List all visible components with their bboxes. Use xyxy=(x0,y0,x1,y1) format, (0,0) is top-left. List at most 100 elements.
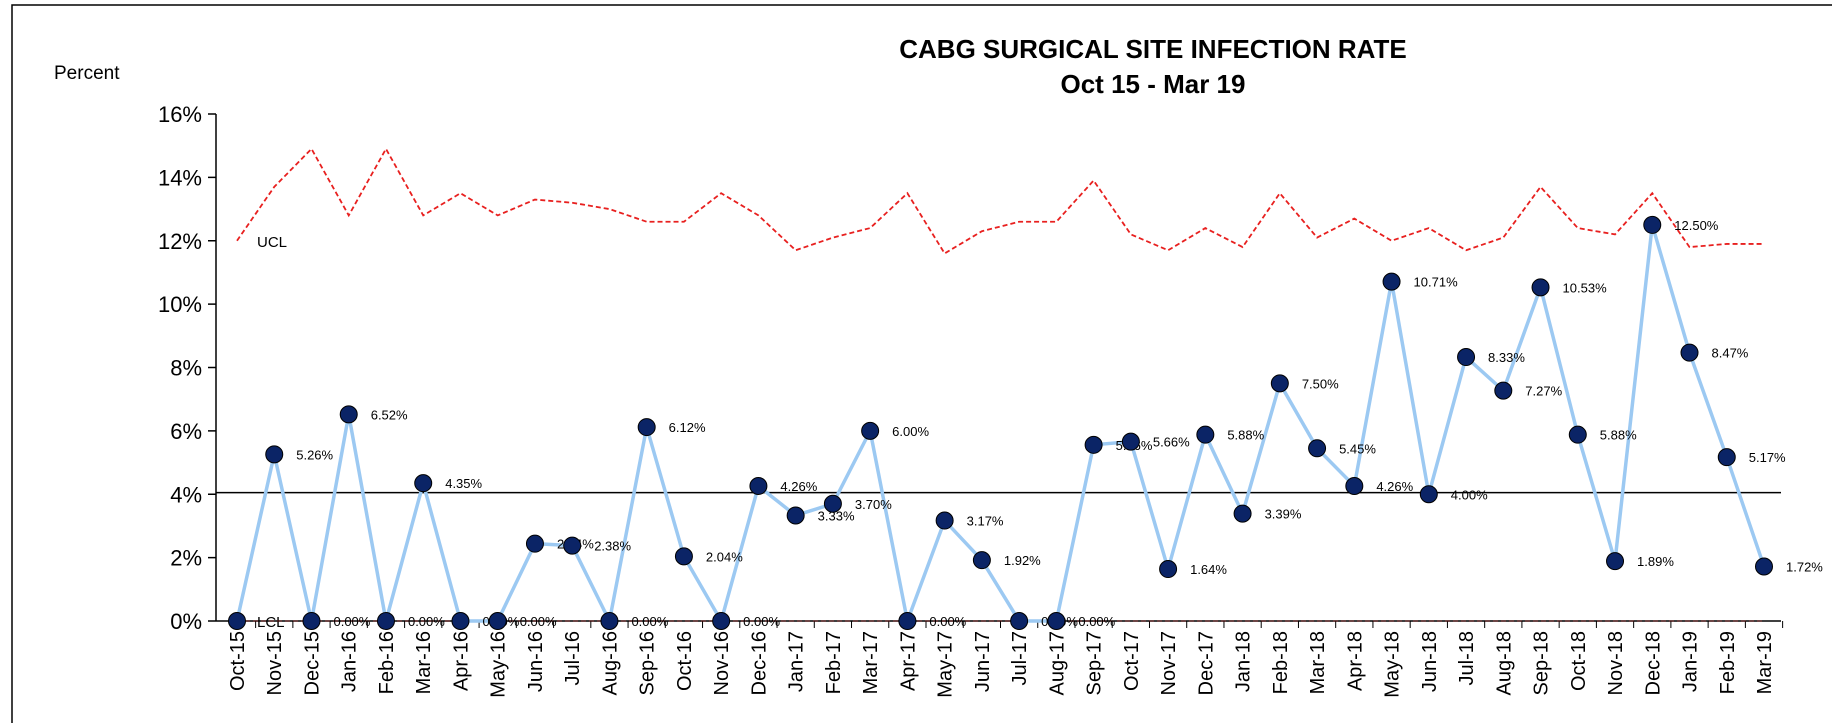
x-tick-label: Sep-17 xyxy=(1084,631,1106,696)
x-tick-label: Nov-18 xyxy=(1605,631,1627,695)
data-point xyxy=(1606,552,1625,571)
data-point xyxy=(712,612,731,630)
x-tick-label: Jan-16 xyxy=(339,631,361,692)
data-label: 0.00% xyxy=(929,614,966,629)
data-point xyxy=(1345,477,1364,496)
data-label: 4.26% xyxy=(780,479,817,494)
data-label: 5.26% xyxy=(296,447,333,462)
data-point xyxy=(1047,612,1066,630)
data-label: 0.00% xyxy=(743,614,780,629)
x-tick-label: Jan-18 xyxy=(1233,631,1255,692)
data-point xyxy=(1419,485,1438,504)
data-label: 8.33% xyxy=(1488,350,1525,365)
x-tick-label: May-18 xyxy=(1382,631,1404,698)
data-point xyxy=(1755,557,1773,576)
data-label: 3.39% xyxy=(1265,507,1302,522)
x-tick-label: Jan-17 xyxy=(786,631,808,692)
data-label: 1.64% xyxy=(1190,562,1227,577)
x-tick-label: Dec-18 xyxy=(1642,631,1664,695)
x-tick-label: Mar-16 xyxy=(413,631,435,694)
data-point xyxy=(600,612,619,630)
data-point xyxy=(339,405,358,424)
data-label: 4.26% xyxy=(1376,479,1413,494)
x-tick-label: Dec-17 xyxy=(1195,631,1217,695)
chart-subtitle: Oct 15 - Mar 19 xyxy=(1061,69,1246,99)
data-label: 5.88% xyxy=(1600,428,1637,443)
data-point xyxy=(1233,504,1252,523)
x-tick-label: Aug-17 xyxy=(1046,631,1068,696)
data-label: 6.12% xyxy=(669,420,706,435)
x-tick-label: Sep-18 xyxy=(1531,631,1553,696)
y-tick-label: 4% xyxy=(170,482,202,507)
data-label: 7.27% xyxy=(1525,384,1562,399)
x-tick-label: Mar-17 xyxy=(860,631,882,694)
y-tick-label: 8% xyxy=(170,356,202,381)
data-point xyxy=(1680,343,1699,362)
data-label: 0.00% xyxy=(408,614,445,629)
x-tick-label: Nov-17 xyxy=(1158,631,1180,695)
data-label: 1.92% xyxy=(1004,553,1041,568)
data-label: 6.00% xyxy=(892,424,929,439)
x-tick-label: Apr-16 xyxy=(450,631,472,691)
data-point xyxy=(1121,432,1140,451)
data-label: 0.00% xyxy=(1078,614,1115,629)
data-point xyxy=(228,612,246,630)
data-point xyxy=(823,494,842,513)
x-tick-label: Jan-19 xyxy=(1680,631,1702,692)
x-tick-label: Nov-16 xyxy=(711,631,733,695)
data-label: 10.53% xyxy=(1563,280,1608,295)
y-tick-label: 16% xyxy=(158,102,202,127)
data-label: 7.50% xyxy=(1302,376,1339,391)
data-label: 3.70% xyxy=(855,497,892,512)
data-label: 2.04% xyxy=(706,549,743,564)
data-label: 3.33% xyxy=(818,508,855,523)
x-tick-label: Feb-16 xyxy=(376,631,398,694)
data-point xyxy=(1568,425,1587,444)
data-point xyxy=(1308,439,1327,458)
x-tick-label: Aug-16 xyxy=(599,631,621,696)
data-point xyxy=(898,612,917,630)
data-label: 12.50% xyxy=(1674,218,1719,233)
data-label: 8.47% xyxy=(1712,346,1749,361)
data-point xyxy=(563,536,582,555)
y-axis-label: Percent xyxy=(54,63,120,84)
data-label: 5.88% xyxy=(1227,428,1264,443)
x-tick-label: Nov-15 xyxy=(264,631,286,695)
data-point xyxy=(972,551,991,570)
data-point xyxy=(674,547,693,566)
x-tick-label: Mar-18 xyxy=(1307,631,1329,694)
data-point xyxy=(302,612,321,630)
data-label: 4.00% xyxy=(1451,487,1488,502)
chart-title: CABG SURGICAL SITE INFECTION RATE xyxy=(899,34,1407,64)
data-point xyxy=(265,445,284,464)
data-label: 4.35% xyxy=(445,476,482,491)
data-label: 6.52% xyxy=(371,407,408,422)
y-tick-label: 0% xyxy=(170,609,202,634)
x-tick-label: Jul-18 xyxy=(1456,631,1478,685)
data-label: 5.17% xyxy=(1749,450,1786,465)
data-point xyxy=(861,421,880,440)
data-label: 2.38% xyxy=(594,539,631,554)
lcl-label: LCL xyxy=(257,614,285,631)
x-tick-label: Apr-18 xyxy=(1344,631,1366,691)
y-tick-label: 2% xyxy=(170,546,202,571)
x-tick-label: Aug-18 xyxy=(1493,631,1515,696)
x-tick-label: Apr-17 xyxy=(897,631,919,691)
ucl-label: UCL xyxy=(257,234,287,251)
x-tick-label: Sep-16 xyxy=(637,631,659,696)
data-label: 5.66% xyxy=(1153,435,1190,450)
data-label: 0.00% xyxy=(333,614,370,629)
data-label: 1.89% xyxy=(1637,554,1674,569)
x-tick-label: Jun-16 xyxy=(525,631,547,692)
x-tick-label: Dec-16 xyxy=(748,631,770,695)
data-point xyxy=(376,612,395,630)
data-point xyxy=(935,511,954,530)
data-point xyxy=(1010,612,1029,630)
x-tick-label: Oct-18 xyxy=(1568,631,1590,691)
x-tick-label: Jun-17 xyxy=(972,631,994,692)
data-point xyxy=(1270,374,1289,393)
y-tick-label: 6% xyxy=(170,419,202,444)
data-point xyxy=(488,612,507,630)
x-tick-label: Oct-16 xyxy=(674,631,696,691)
